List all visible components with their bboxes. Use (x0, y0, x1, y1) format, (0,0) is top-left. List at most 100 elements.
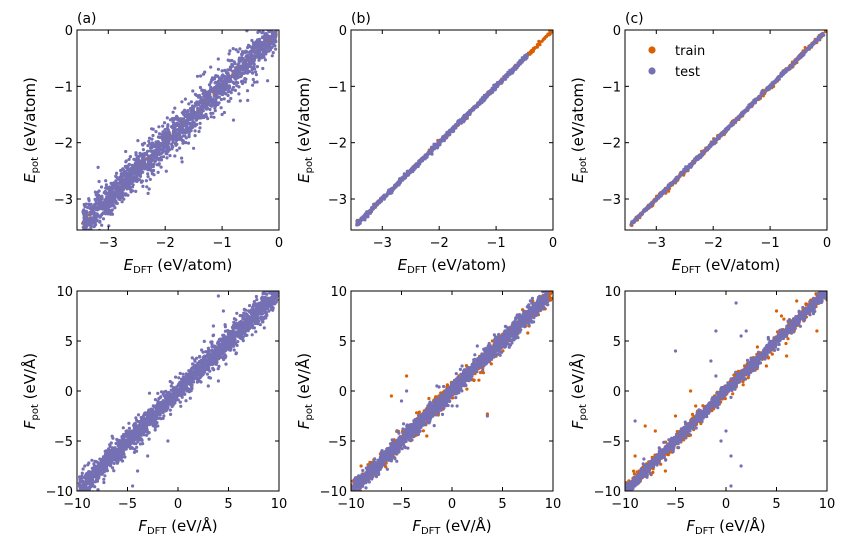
test-point (110, 193, 114, 197)
test-point (110, 212, 115, 216)
test-point (183, 97, 187, 101)
y-tick-label: −1 (54, 80, 73, 95)
test-point (186, 113, 190, 117)
test-point (134, 189, 138, 193)
test-point (175, 123, 179, 127)
test-point (523, 54, 527, 58)
test-point (194, 122, 198, 126)
test-point (142, 141, 147, 145)
train-point (544, 34, 549, 39)
test-point (485, 93, 489, 97)
test-point (221, 75, 225, 79)
test-point (507, 71, 511, 75)
test-point (355, 223, 359, 227)
test-point (255, 65, 259, 69)
test-point (216, 57, 220, 61)
test-point (261, 52, 265, 57)
points-layer (77, 287, 279, 491)
test-point (369, 208, 373, 212)
test-point (120, 183, 124, 187)
test-point (146, 154, 150, 158)
test-point (204, 105, 208, 109)
test-point (129, 190, 133, 194)
test-point (93, 190, 97, 194)
test-outlier-point (266, 79, 270, 83)
test-point (230, 74, 234, 78)
x-axis-label: EDFT (eV/atom) (398, 256, 507, 276)
test-point (195, 93, 199, 98)
test-point (252, 80, 257, 84)
test-point (170, 145, 174, 149)
y-tick-label: −3 (328, 193, 347, 208)
test-point (189, 129, 193, 133)
test-point (767, 85, 772, 89)
test-point (84, 219, 88, 223)
test-point (223, 68, 227, 72)
test-point (258, 52, 262, 56)
test-point (169, 137, 173, 141)
test-point (123, 180, 127, 184)
test-point (101, 217, 106, 221)
test-point (114, 200, 118, 204)
test-point (173, 154, 177, 158)
test-outlier-point (220, 112, 224, 117)
test-point (251, 45, 255, 49)
test-point (411, 169, 415, 174)
test-point (117, 181, 121, 185)
test-point (86, 239, 89, 242)
train-point (824, 30, 827, 33)
test-point (226, 72, 230, 76)
test-point (809, 43, 814, 47)
test-point (131, 183, 135, 187)
test-point (238, 47, 242, 51)
test-point (357, 221, 361, 225)
test-point (476, 102, 480, 106)
test-point (264, 52, 268, 56)
test-point (248, 70, 252, 74)
test-point (271, 23, 274, 26)
test-point (408, 168, 412, 172)
test-point (388, 191, 392, 195)
test-point (187, 135, 191, 139)
test-point (274, 35, 278, 39)
test-point (706, 146, 710, 150)
test-point (272, 287, 275, 290)
y-tick-label: −2 (328, 137, 347, 152)
test-point (231, 80, 235, 84)
test-point (221, 73, 225, 77)
test-point (105, 196, 109, 200)
test-point (215, 92, 219, 96)
test-point (377, 200, 381, 204)
test-point (190, 109, 194, 113)
test-point (211, 77, 215, 81)
test-point (801, 51, 806, 55)
test-point (443, 134, 447, 138)
test-point (205, 372, 209, 376)
test-point (255, 80, 259, 84)
test-point (231, 85, 236, 89)
test-point (94, 206, 98, 210)
test-point (150, 168, 154, 173)
test-point (132, 177, 136, 181)
legend-label-train: train (675, 44, 705, 59)
test-point (273, 44, 277, 48)
test-point (268, 35, 272, 39)
test-point (479, 100, 483, 104)
test-point (197, 114, 201, 118)
test-point (209, 111, 213, 115)
test-point (134, 168, 138, 173)
test-point (113, 195, 117, 199)
axes-frame (350, 29, 554, 231)
test-point (252, 300, 256, 304)
test-point (418, 159, 422, 163)
test-point (105, 205, 109, 209)
points-layer (629, 30, 827, 227)
test-point (184, 141, 188, 145)
test-point (775, 76, 780, 80)
test-point (425, 155, 429, 159)
test-point (274, 24, 277, 27)
test-point (104, 212, 108, 216)
test-point (236, 50, 240, 54)
test-point (85, 233, 88, 236)
